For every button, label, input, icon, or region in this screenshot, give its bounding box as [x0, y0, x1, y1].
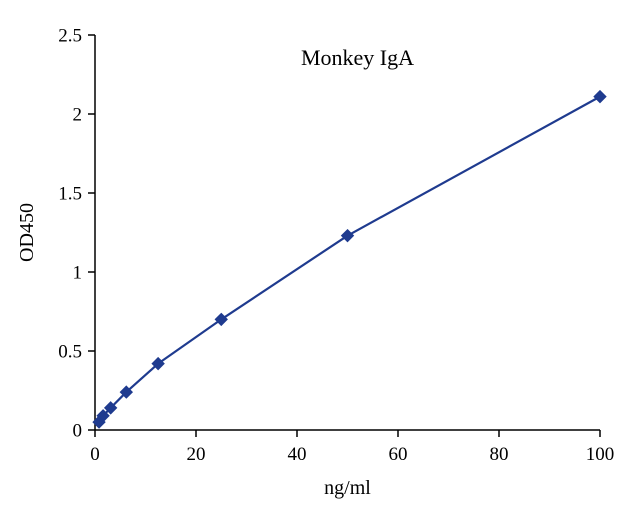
chart-title: Monkey IgA — [301, 45, 414, 70]
x-tick-label: 80 — [490, 444, 509, 465]
x-tick-label: 100 — [586, 444, 615, 465]
y-tick-label: 0 — [73, 421, 83, 442]
y-tick-label: 2.5 — [58, 26, 82, 47]
y-tick-label: 0.5 — [58, 342, 82, 363]
y-tick-label: 2 — [73, 105, 83, 126]
y-tick-label: 1 — [73, 263, 83, 284]
x-tick-label: 60 — [389, 444, 408, 465]
x-tick-label: 0 — [90, 444, 100, 465]
chart-container: 0 20 40 60 80 100 0 0.5 1 1.5 2 2.5 ng/ml OD450 Monkey… — [0, 0, 627, 517]
y-axis-label: OD450 — [16, 203, 38, 262]
y-tick-label: 1.5 — [58, 184, 82, 205]
x-axis-label: ng/ml — [324, 477, 371, 499]
chart-svg: 0 20 40 60 80 100 0 0.5 1 1.5 2 2.5 ng/ml OD450 Monkey… — [0, 0, 627, 517]
x-tick-label: 40 — [288, 444, 307, 465]
x-tick-label: 20 — [187, 444, 206, 465]
